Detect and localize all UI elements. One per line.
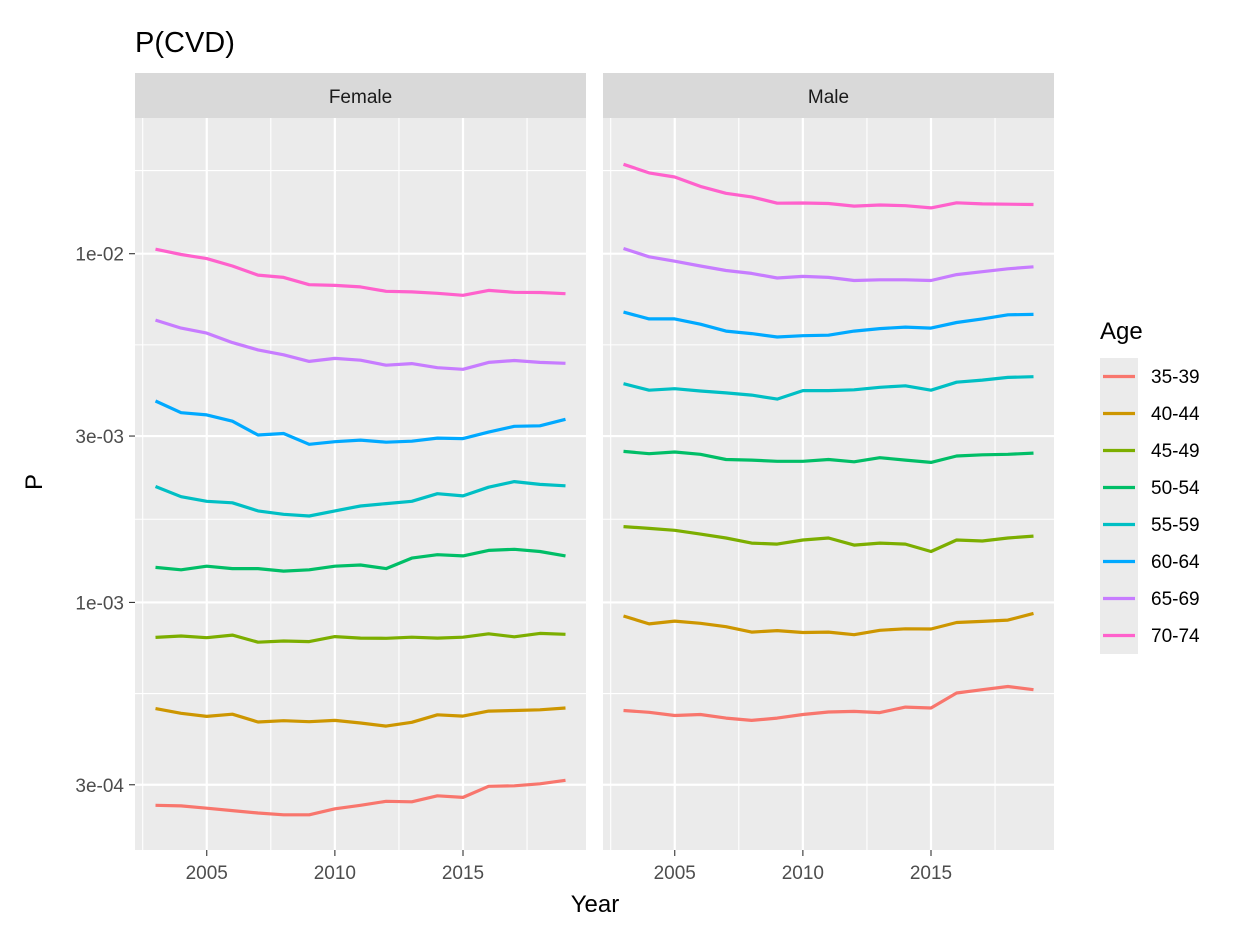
x-tick-label: 2005 [186,863,228,884]
legend-label: 35-39 [1151,367,1200,388]
panel-male: Male [603,73,1054,850]
x-tick-label: 2010 [314,863,356,884]
legend-label: 60-64 [1151,552,1200,573]
legend-label: 55-59 [1151,515,1200,536]
legend-label: 65-69 [1151,589,1200,610]
y-tick-label: 1e-02 [75,245,124,266]
series-line-female-65-69 [155,318,566,371]
legend-item-35-39: 35-39 [1100,358,1200,395]
series-line-female-35-39 [155,778,566,817]
legend-item-40-44: 40-44 [1100,395,1200,432]
series-line-male-50-54 [623,449,1034,464]
legend-label: 70-74 [1151,626,1200,647]
legend-item-50-54: 50-54 [1100,469,1200,506]
legend-item-65-69: 65-69 [1100,580,1200,617]
facet-strip-female [135,73,586,118]
facet-label-male: Male [808,87,849,108]
facet-label-female: Female [329,87,392,108]
y-tick-label: 1e-03 [75,593,124,614]
series-line-female-50-54 [155,547,566,573]
series-line-female-40-44 [155,706,566,728]
legend-label: 50-54 [1151,478,1200,499]
y-axis-title: P [21,474,48,490]
x-axis-title: Year [571,891,620,918]
series-line-male-70-74 [622,162,1034,210]
legend-item-45-49: 45-49 [1100,432,1200,469]
x-axis: 2005 2010 2015 2005 2010 2015 [186,850,952,884]
series-line-male-40-44 [623,611,1034,637]
x-tick-label: 2015 [442,863,484,884]
series-line-male-45-49 [623,525,1034,554]
y-axis: 3e-04 1e-03 3e-03 1e-02 [75,245,135,797]
facet-strip-male [603,73,1054,118]
chart-title: P(CVD) [135,27,235,59]
series-line-male-55-59 [623,375,1034,401]
series-line-male-60-64 [623,310,1034,339]
panel-female: Female [135,73,586,850]
panel-background-female [135,118,586,850]
facet-panels: Female Male [135,73,1054,850]
series-line-female-55-59 [154,480,566,518]
series-line-female-60-64 [154,399,566,446]
legend-item-60-64: 60-64 [1100,543,1200,580]
series-line-female-45-49 [155,631,566,644]
series-line-female-70-74 [155,247,566,297]
panel-background-male [603,118,1054,850]
x-tick-label: 2010 [782,863,824,884]
legend-label: 45-49 [1151,441,1200,462]
legend-title: Age [1100,318,1143,345]
legend-label: 40-44 [1151,404,1200,425]
y-tick-label: 3e-03 [75,427,124,448]
y-tick-label: 3e-04 [75,776,124,797]
legend: Age 35-39 40-44 45-49 50-54 55-59 60-64 65-69 7… [1100,318,1200,654]
legend-item-55-59: 55-59 [1100,506,1200,543]
x-tick-label: 2015 [910,863,952,884]
series-line-male-35-39 [623,684,1034,723]
legend-item-70-74: 70-74 [1100,617,1200,654]
x-tick-label: 2005 [654,863,696,884]
series-line-male-65-69 [623,246,1034,283]
